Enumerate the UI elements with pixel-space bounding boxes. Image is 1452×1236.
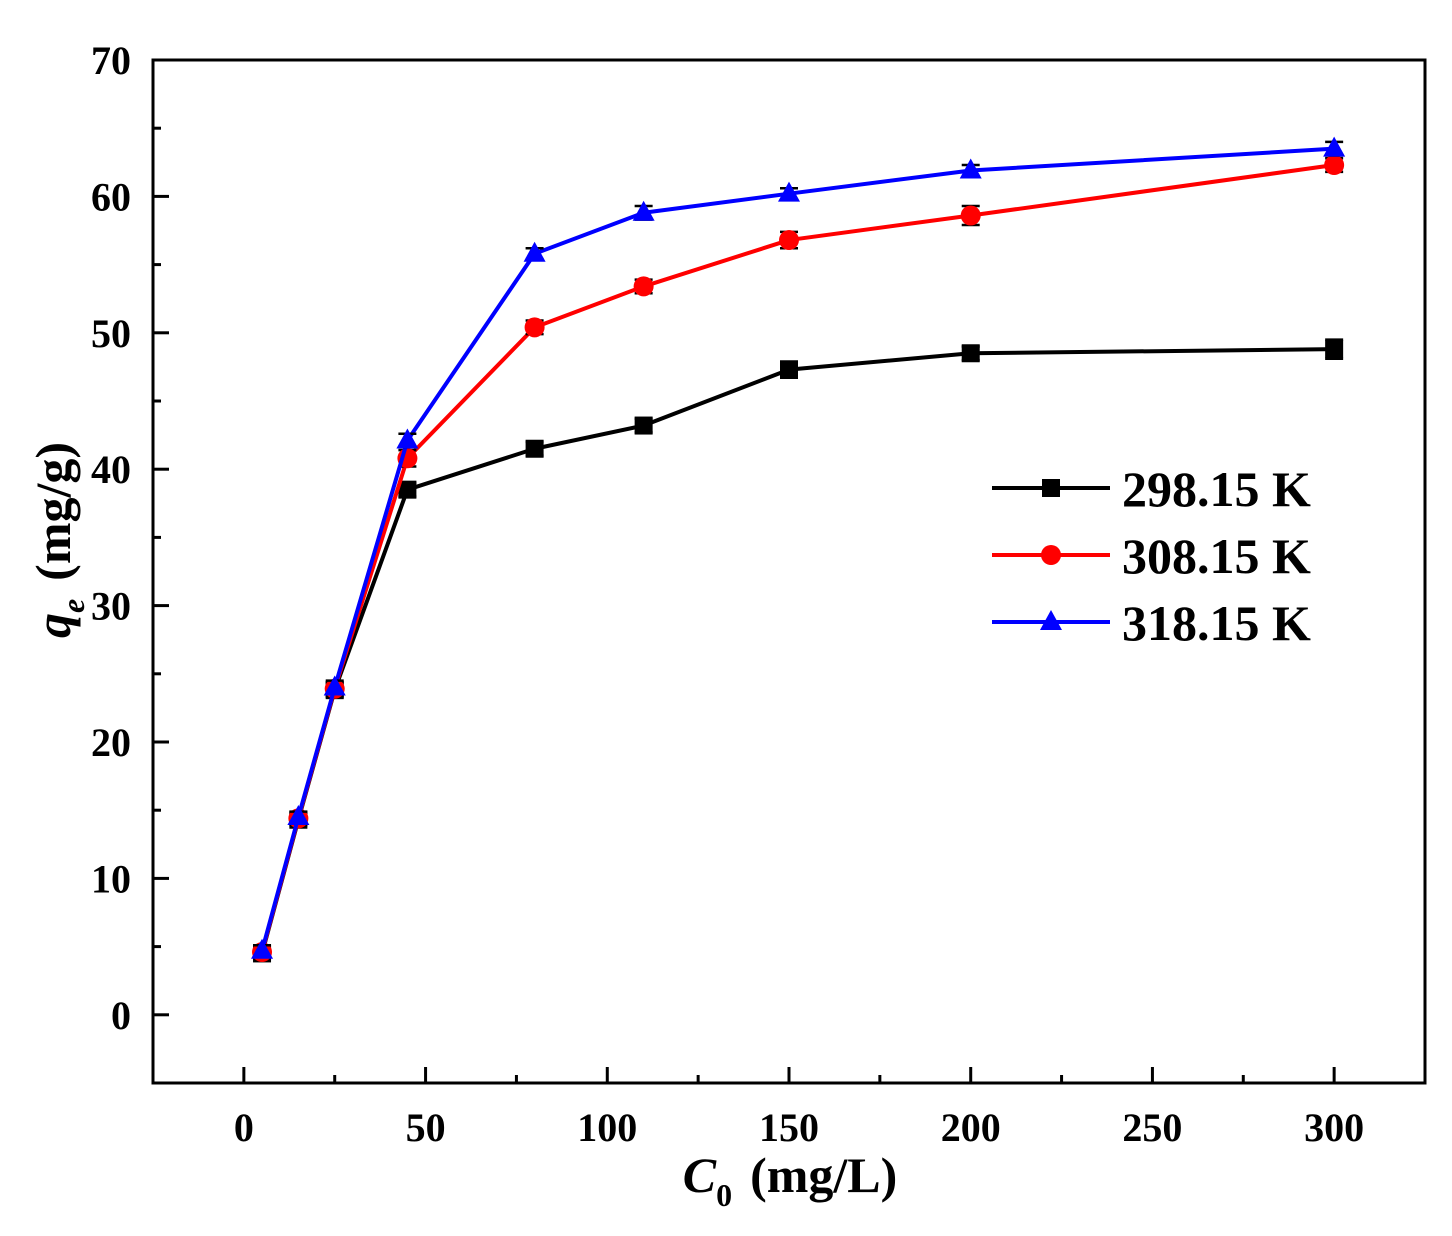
x-tick-label: 0: [234, 1105, 254, 1150]
legend-item-2: 318.15 K: [992, 595, 1311, 651]
y-tick-label: 70: [91, 38, 131, 83]
x-axis-sub: 0: [716, 1177, 732, 1213]
data-point: [251, 938, 274, 959]
legend-label: 318.15 K: [1122, 595, 1311, 651]
axis-ticks: 0 50 100 150 200 250 300 0 10 20 30 40 50 60 70: [91, 38, 1364, 1150]
legend-item-1: 308.15 K: [992, 528, 1311, 584]
x-axis-var: C: [683, 1147, 717, 1203]
legend: 298.15 K 308.15 K 318.15 K: [992, 461, 1311, 651]
legend-marker: [1040, 610, 1062, 630]
data-point: [778, 181, 800, 202]
y-tick-label: 30: [91, 584, 131, 629]
y-axis-sub: e: [55, 599, 91, 613]
legend-label: 298.15 K: [1122, 461, 1311, 517]
series-2: [251, 136, 1346, 959]
x-tick-label: 150: [759, 1105, 819, 1150]
data-point: [961, 344, 980, 363]
y-tick-label: 40: [91, 447, 131, 492]
y-tick-label: 60: [91, 174, 131, 219]
data-point: [632, 200, 655, 221]
y-tick-label: 10: [91, 856, 131, 901]
y-axis-var: q: [25, 613, 81, 638]
legend-marker: [1042, 479, 1060, 497]
y-tick-label: 0: [111, 993, 131, 1038]
data-point: [634, 416, 653, 435]
data-point: [780, 360, 798, 379]
x-axis-title: C0 (mg/L): [683, 1147, 898, 1213]
x-axis-unit: (mg/L): [750, 1147, 897, 1203]
data-point: [960, 205, 981, 226]
x-tick-label: 250: [1122, 1105, 1182, 1150]
data-point: [323, 675, 346, 696]
data-point: [396, 428, 419, 449]
y-axis-unit: (mg/g): [25, 442, 81, 581]
legend-item-0: 298.15 K: [992, 461, 1311, 517]
x-tick-label: 300: [1304, 1105, 1364, 1150]
data-point: [524, 317, 545, 338]
data-point: [959, 158, 982, 179]
y-axis-title: qe (mg/g): [25, 442, 91, 638]
series-0: [253, 338, 1344, 963]
data-point: [523, 241, 546, 262]
legend-marker: [1041, 545, 1061, 565]
y-tick-label: 50: [91, 311, 131, 356]
data-point: [525, 439, 544, 458]
series-layer: [251, 136, 1346, 963]
data-point: [633, 276, 654, 297]
data-point: [1323, 136, 1346, 157]
x-tick-label: 100: [577, 1105, 637, 1150]
y-tick-label: 20: [91, 720, 131, 765]
data-point: [1324, 155, 1345, 176]
x-tick-label: 50: [406, 1105, 446, 1150]
data-point: [287, 805, 310, 826]
legend-label: 308.15 K: [1122, 528, 1311, 584]
x-tick-label: 200: [941, 1105, 1001, 1150]
data-point: [398, 480, 417, 499]
data-point: [1325, 340, 1344, 359]
data-point: [779, 230, 799, 251]
